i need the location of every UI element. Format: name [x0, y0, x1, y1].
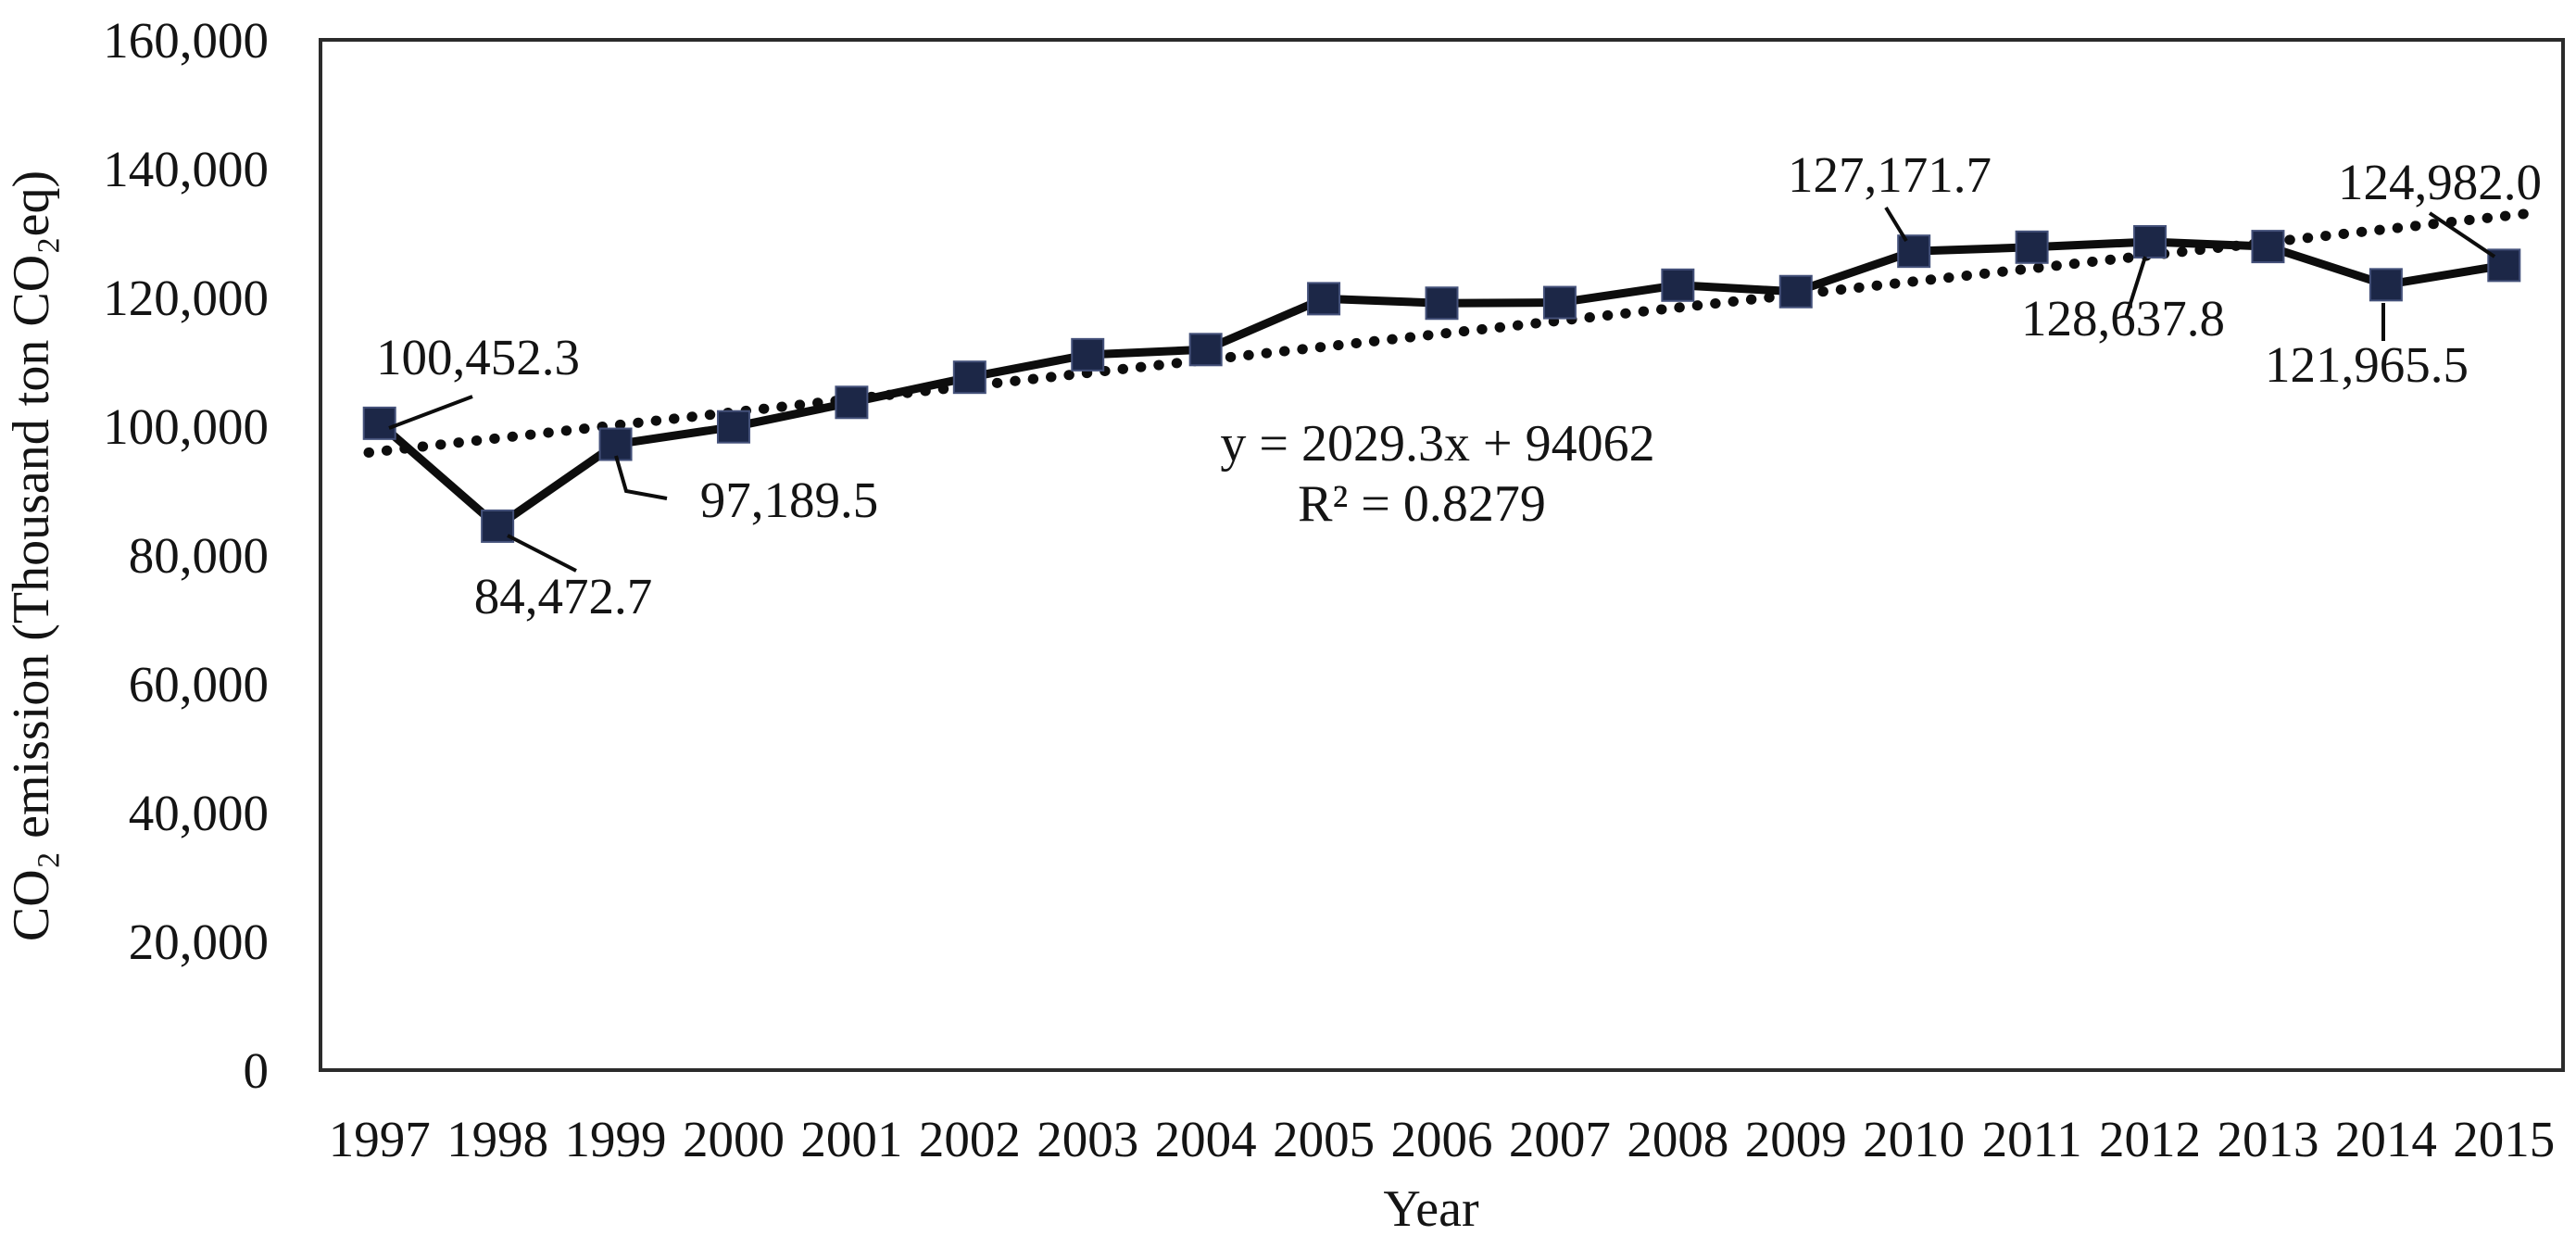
annotation-leader-1998 [507, 534, 577, 573]
x-tick-label-2013: 2013 [2217, 1111, 2318, 1167]
data-point-2005 [1307, 282, 1341, 316]
x-tick-label-2008: 2008 [1627, 1111, 1728, 1167]
x-tick-label-2003: 2003 [1037, 1111, 1138, 1167]
y-tick-label-140000: 140,000 [103, 141, 269, 197]
x-tick-label-1999: 1999 [565, 1111, 667, 1167]
data-point-2010 [1897, 234, 1931, 269]
y-axis-title: CO₂ emission (Thousand ton CO₂eq) [3, 170, 60, 941]
x-tick-label-2000: 2000 [683, 1111, 785, 1167]
data-label-2012: 128,637.8 [2021, 290, 2225, 347]
data-label-2010: 127,171.7 [1788, 146, 1992, 203]
x-tick-label-2010: 2010 [1863, 1111, 1965, 1167]
y-tick-label-0: 0 [244, 1042, 270, 1099]
y-tick-label-80000: 80,000 [129, 527, 269, 584]
data-label-2015: 124,982.0 [2338, 154, 2542, 210]
data-point-1999 [598, 427, 633, 461]
annotation-leader-2012 [2124, 256, 2147, 319]
x-tick-label-2005: 2005 [1273, 1111, 1375, 1167]
annotation-leader-1997 [388, 395, 473, 430]
annotation-leader-2015 [2428, 211, 2496, 258]
chart-generated-layer: 0 20,000 40,000 60,000 80,000 100,000 120,000 1… [103, 12, 2555, 1167]
trendline-equation: y = 2029.3x + 94062 [1220, 415, 1654, 473]
data-label-1997: 100,452.3 [376, 329, 580, 385]
data-point-2001 [835, 385, 869, 420]
x-tick-label-1998: 1998 [446, 1111, 548, 1167]
data-point-2008 [1661, 268, 1695, 302]
annotation-leader-2010 [1884, 206, 1908, 243]
x-tick-label-2015: 2015 [2453, 1111, 2555, 1167]
y-tick-label-40000: 40,000 [129, 785, 269, 841]
y-tick-label-100000: 100,000 [103, 398, 269, 455]
x-tick-label-2004: 2004 [1155, 1111, 1257, 1167]
data-point-2013 [2251, 230, 2285, 264]
x-tick-label-2002: 2002 [919, 1111, 1021, 1167]
data-point-1997 [362, 406, 396, 440]
y-tick-label-60000: 60,000 [129, 656, 269, 712]
data-point-2007 [1542, 285, 1577, 320]
annotation-leader-1999 [614, 455, 668, 500]
data-point-2002 [952, 360, 986, 395]
x-tick-label-2011: 2011 [1982, 1111, 2082, 1167]
x-tick-label-2012: 2012 [2099, 1111, 2201, 1167]
data-point-2009 [1778, 274, 1813, 309]
data-label-2014: 121,965.5 [2265, 336, 2469, 393]
x-tick-label-2009: 2009 [1745, 1111, 1847, 1167]
data-label-1998: 84,472.7 [474, 568, 653, 624]
data-point-2004 [1188, 333, 1223, 367]
data-point-2003 [1071, 337, 1105, 372]
trendline-r-squared: R² = 0.8279 [1298, 475, 1546, 533]
x-tick-label-2001: 2001 [800, 1111, 902, 1167]
y-tick-label-120000: 120,000 [103, 270, 269, 326]
y-tick-label-20000: 20,000 [129, 914, 269, 970]
data-label-1999: 97,189.5 [700, 472, 879, 528]
x-tick-label-2014: 2014 [2335, 1111, 2437, 1167]
x-tick-label-2007: 2007 [1509, 1111, 1611, 1167]
data-point-2012 [2133, 224, 2168, 258]
data-point-2000 [716, 410, 750, 444]
data-point-2006 [1425, 286, 1459, 321]
data-point-2011 [2015, 230, 2049, 264]
x-tick-label-1997: 1997 [329, 1111, 431, 1167]
plot-area-border [319, 38, 2565, 1072]
x-tick-label-2006: 2006 [1391, 1111, 1493, 1167]
x-axis-title: Year [1383, 1180, 1479, 1238]
y-tick-label-160000: 160,000 [103, 12, 269, 69]
data-point-2014 [2369, 268, 2403, 302]
